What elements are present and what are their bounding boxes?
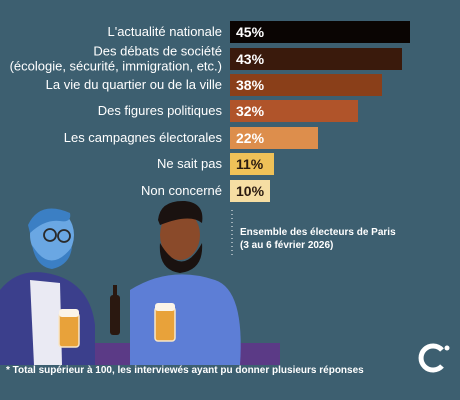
sample-note-line1: Ensemble des électeurs de Paris — [240, 227, 396, 238]
category-label: Ne sait pas — [157, 156, 223, 171]
footnote: * Total supérieur à 100, les interviewés… — [6, 365, 364, 376]
bar-value-label: 45% — [236, 24, 265, 40]
category-label: La vie du quartier ou de la ville — [46, 77, 222, 92]
category-label: Des débats de société — [93, 44, 222, 59]
category-label: (écologie, sécurité, immigration, etc.) — [10, 59, 222, 74]
bar-value-label: 11% — [236, 156, 264, 172]
bar — [230, 74, 382, 96]
category-label: L'actualité nationale — [107, 24, 222, 39]
bar — [230, 127, 318, 149]
bar — [230, 153, 274, 175]
sample-note: Ensemble des électeurs de Paris (3 au 6 … — [240, 226, 440, 252]
bar-chart: 45% L'actualité nationale 43% Des débats de… — [10, 21, 410, 202]
bar-value-label: 38% — [236, 77, 265, 93]
bar-value-label: 43% — [236, 51, 265, 67]
category-label: Non concerné — [141, 183, 222, 198]
bar-value-label: 32% — [236, 103, 265, 119]
brand-c-logo — [418, 343, 450, 373]
bar — [230, 100, 358, 122]
bar — [230, 180, 270, 202]
bar-value-label: 10% — [236, 183, 265, 199]
bar — [230, 48, 402, 70]
sample-note-line2: (3 au 6 février 2026) — [240, 240, 334, 251]
bar-value-label: 22% — [236, 130, 265, 146]
category-label: Des figures politiques — [98, 103, 223, 118]
two-men-drinking-beer-illustration — [0, 200, 280, 365]
bar — [230, 21, 410, 43]
category-label: Les campagnes électorales — [64, 130, 223, 145]
